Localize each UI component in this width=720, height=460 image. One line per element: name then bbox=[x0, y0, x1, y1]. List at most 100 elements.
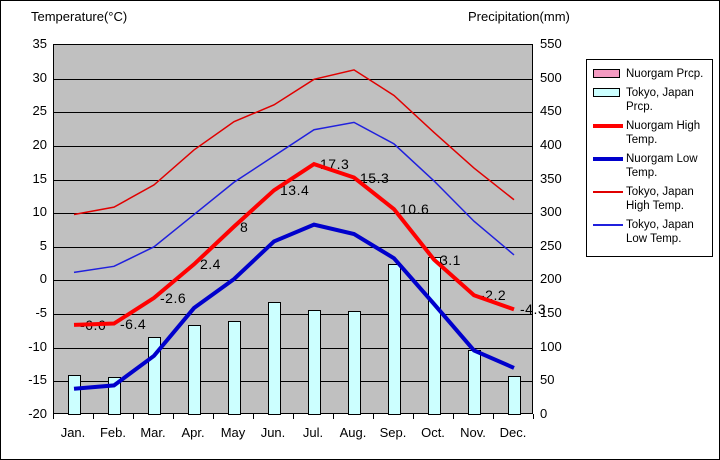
temp-tick-label: 35 bbox=[32, 36, 47, 51]
month-tick bbox=[253, 414, 254, 419]
temp-tick-label: -5 bbox=[35, 305, 47, 321]
month-label: Jan. bbox=[60, 425, 86, 440]
month-label: Nov. bbox=[460, 425, 486, 440]
month-tick bbox=[213, 414, 214, 419]
precip-tick-label: 50 bbox=[540, 372, 555, 388]
legend-swatch-cell bbox=[593, 86, 626, 114]
precip-bar bbox=[387, 263, 401, 415]
precip-tick-label: 500 bbox=[540, 69, 562, 85]
precip-tick-label: 100 bbox=[540, 338, 562, 354]
month-label: Jun. bbox=[260, 425, 286, 440]
temp-tick-label: 15 bbox=[32, 170, 47, 186]
temp-tick-label: -20 bbox=[28, 406, 47, 421]
legend-item-label: Tokyo, Japan High Temp. bbox=[626, 186, 694, 212]
precip-bar bbox=[187, 325, 201, 415]
month-tick bbox=[533, 414, 534, 419]
data-point-label: 2.4 bbox=[200, 256, 221, 273]
month-label: Apr. bbox=[181, 425, 205, 440]
gridline bbox=[54, 314, 532, 316]
precip-tick-label: 400 bbox=[540, 136, 562, 152]
data-point-label: -4.3 bbox=[520, 301, 547, 318]
temperature-lines bbox=[73, 69, 515, 391]
legend-item: Tokyo, Japan High Temp. bbox=[593, 185, 708, 213]
month-tick bbox=[53, 414, 54, 419]
precip-bar bbox=[227, 321, 241, 415]
month-tick bbox=[413, 414, 414, 419]
line-thin bbox=[73, 69, 515, 216]
temp-axis-title: Temperature(°C) bbox=[31, 9, 128, 24]
legend-swatch-cell bbox=[593, 67, 626, 81]
precip-bar bbox=[307, 309, 321, 415]
month-label: Sep. bbox=[379, 425, 407, 440]
legend-item-label: Nuorgam Prcp. bbox=[626, 68, 704, 80]
data-point-label: -2.6 bbox=[160, 289, 187, 306]
data-point-label: 15.3 bbox=[360, 169, 390, 186]
legend-swatch-line-thick bbox=[593, 124, 623, 128]
legend-swatch-cell bbox=[593, 185, 626, 213]
month-label: May bbox=[220, 425, 246, 440]
legend-swatch-cell bbox=[593, 152, 626, 180]
temp-tick-label: -10 bbox=[28, 338, 47, 354]
precip-bar bbox=[507, 376, 521, 415]
legend-swatch-cell bbox=[593, 218, 626, 246]
legend-item-label: Nuorgam High Temp. bbox=[626, 120, 701, 146]
legend-item-label: Tokyo, Japan Prcp. bbox=[626, 87, 694, 113]
legend-item-label: Nuorgam Low Temp. bbox=[626, 153, 698, 179]
gridline bbox=[54, 381, 532, 383]
legend-swatch-line-thin bbox=[593, 224, 623, 226]
legend-swatch-bar bbox=[593, 69, 620, 78]
legend-item: Nuorgam Prcp. bbox=[593, 67, 708, 81]
legend-item: Tokyo, Japan Prcp. bbox=[593, 86, 708, 114]
gridline bbox=[54, 145, 532, 147]
month-tick bbox=[333, 414, 334, 419]
legend-swatch-line-thin bbox=[593, 191, 623, 193]
legend-swatch-cell bbox=[593, 119, 626, 147]
data-point-label: 3.1 bbox=[440, 251, 461, 268]
precip-bar bbox=[267, 302, 281, 415]
legend-item: Tokyo, Japan Low Temp. bbox=[593, 218, 708, 246]
legend-item: Nuorgam High Temp. bbox=[593, 119, 708, 147]
month-label: Jul. bbox=[302, 425, 324, 440]
data-point-label: 8 bbox=[240, 218, 249, 235]
precip-tick-label: 0 bbox=[540, 406, 548, 421]
legend: Nuorgam Prcp. Tokyo, Japan Prcp. Nuorgam H… bbox=[586, 59, 713, 257]
month-tick bbox=[493, 414, 494, 419]
precip-bar bbox=[67, 374, 81, 415]
precip-bar bbox=[347, 310, 361, 415]
month-label: Mar. bbox=[140, 425, 166, 440]
temp-tick-label: 25 bbox=[32, 103, 47, 119]
precip-tick-label: 250 bbox=[540, 237, 562, 253]
gridline bbox=[54, 280, 532, 282]
month-tick bbox=[453, 414, 454, 419]
temp-tick-label: 0 bbox=[39, 271, 47, 287]
line-thick bbox=[73, 161, 515, 327]
month-label: Oct. bbox=[421, 425, 445, 440]
data-point-label: 13.4 bbox=[280, 182, 310, 199]
precip-tick-label: 450 bbox=[540, 103, 562, 119]
month-label: Feb. bbox=[99, 425, 126, 440]
precip-axis-title: Precipitation(mm) bbox=[468, 9, 570, 24]
data-point-label: 10.6 bbox=[400, 201, 430, 218]
month-tick bbox=[293, 414, 294, 419]
legend-swatch-bar bbox=[593, 88, 620, 97]
month-tick bbox=[173, 414, 174, 419]
month-tick bbox=[93, 414, 94, 419]
month-tick bbox=[373, 414, 374, 419]
legend-swatch-line-thick bbox=[593, 157, 623, 161]
precip-tick-label: 300 bbox=[540, 204, 562, 220]
gridline bbox=[54, 246, 532, 248]
precip-tick-label: 350 bbox=[540, 170, 562, 186]
gridline bbox=[54, 347, 532, 349]
precip-tick-label: 550 bbox=[540, 36, 562, 51]
line-thin bbox=[73, 121, 515, 274]
gridline bbox=[54, 213, 532, 215]
temp-tick-label: -15 bbox=[28, 372, 47, 388]
precip-tick-label: 200 bbox=[540, 271, 562, 287]
precip-tick-label: 150 bbox=[540, 305, 562, 321]
month-label: Aug. bbox=[339, 425, 367, 440]
gridline bbox=[54, 78, 532, 80]
gridline bbox=[54, 112, 532, 114]
temp-tick-label: 20 bbox=[32, 136, 47, 152]
month-tick bbox=[133, 414, 134, 419]
